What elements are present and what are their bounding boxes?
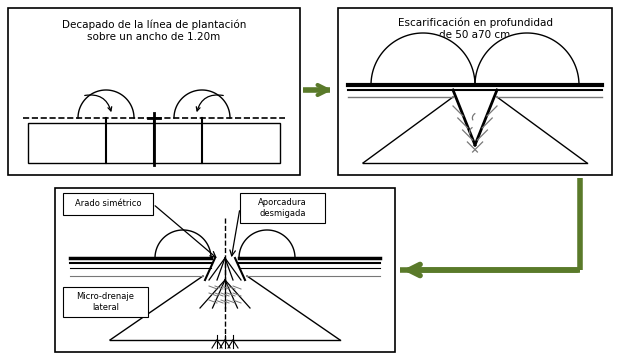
Text: Escarificación en profundidad
de 50 a70 cm: Escarificación en profundidad de 50 a70 … (397, 18, 552, 40)
Polygon shape (371, 33, 475, 85)
Text: Micro-drenaje
lateral: Micro-drenaje lateral (76, 292, 135, 312)
Polygon shape (63, 287, 148, 317)
Polygon shape (63, 193, 153, 215)
FancyArrowPatch shape (85, 95, 112, 111)
Polygon shape (240, 193, 325, 223)
Text: Decapado de la línea de plantación
sobre un ancho de 1.20m: Decapado de la línea de plantación sobre… (62, 20, 246, 42)
Polygon shape (475, 33, 579, 85)
Polygon shape (155, 230, 211, 258)
FancyArrowPatch shape (197, 95, 223, 111)
Polygon shape (174, 90, 230, 118)
Text: Aporcadura
desmigada: Aporcadura desmigada (258, 198, 307, 218)
Text: Arado simétrico: Arado simétrico (75, 199, 141, 208)
Polygon shape (78, 90, 134, 118)
Polygon shape (239, 230, 295, 258)
